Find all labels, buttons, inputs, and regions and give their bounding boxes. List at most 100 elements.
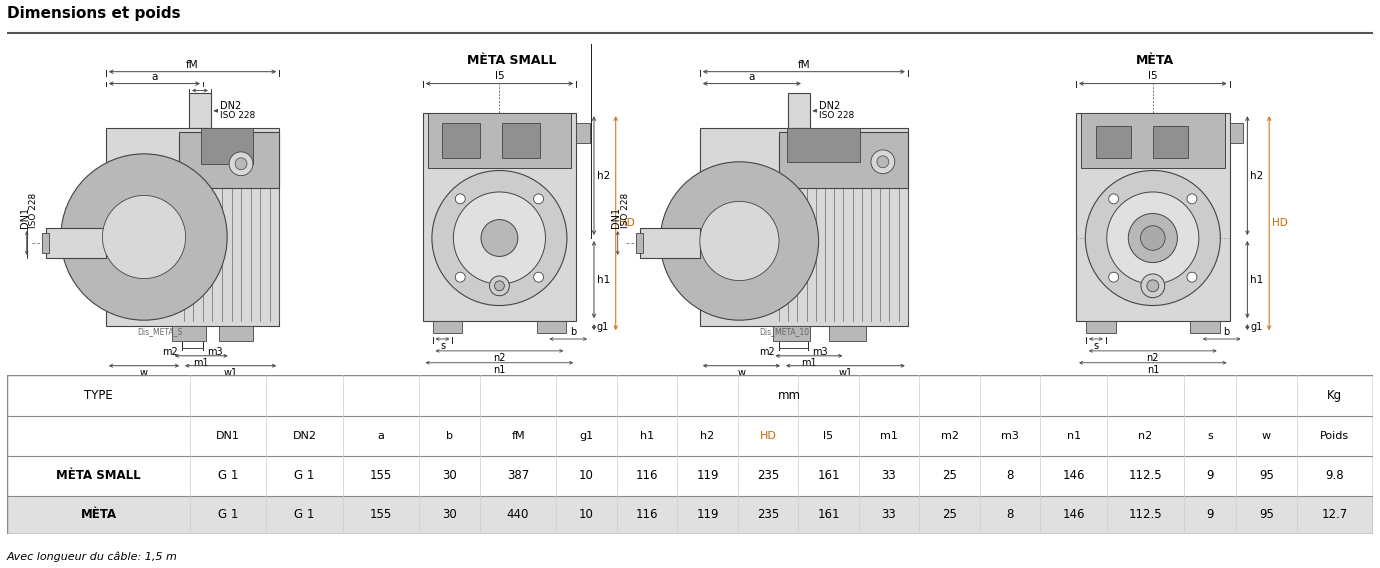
Text: m1: m1: [193, 358, 208, 368]
Text: 155: 155: [370, 469, 392, 482]
Bar: [502, 123, 540, 158]
Text: MÈTA: MÈTA: [80, 508, 116, 521]
Bar: [575, 123, 591, 143]
Text: fM: fM: [798, 60, 810, 70]
Text: DN2: DN2: [293, 431, 316, 441]
Circle shape: [1187, 194, 1196, 204]
Text: MÈTA SMALL: MÈTA SMALL: [57, 469, 141, 482]
Bar: [422, 113, 575, 321]
Text: 30: 30: [442, 469, 457, 482]
Bar: [41, 233, 50, 253]
Text: DN1: DN1: [611, 207, 621, 228]
Bar: [106, 128, 279, 326]
Circle shape: [1107, 192, 1199, 284]
Circle shape: [102, 195, 185, 278]
Text: 25: 25: [943, 469, 956, 482]
Bar: [787, 128, 860, 162]
Circle shape: [229, 152, 253, 176]
Text: m1: m1: [802, 358, 817, 368]
Text: fM: fM: [511, 431, 524, 441]
Text: n2: n2: [1138, 431, 1152, 441]
Text: m2: m2: [941, 431, 959, 441]
Circle shape: [1108, 272, 1119, 282]
Text: g1: g1: [580, 431, 593, 441]
Bar: [1096, 126, 1130, 158]
Circle shape: [660, 162, 818, 320]
Text: G 1: G 1: [294, 508, 315, 521]
Text: b: b: [570, 327, 577, 337]
Text: mm: mm: [778, 389, 800, 402]
Text: a: a: [749, 72, 755, 82]
Text: g1: g1: [1250, 322, 1263, 332]
Circle shape: [432, 170, 567, 306]
Text: 119: 119: [697, 469, 719, 482]
Text: 9.8: 9.8: [1326, 469, 1344, 482]
Bar: [189, 94, 211, 128]
Text: 155: 155: [370, 508, 392, 521]
Text: 95: 95: [1259, 508, 1274, 521]
Text: 8: 8: [1006, 508, 1014, 521]
Text: DN2: DN2: [818, 101, 840, 111]
Text: MÈTA: MÈTA: [1136, 54, 1174, 67]
Text: 33: 33: [882, 508, 897, 521]
Text: 146: 146: [1063, 508, 1085, 521]
Text: w: w: [1261, 431, 1271, 441]
Bar: [7, 416, 1373, 456]
Text: G 1: G 1: [294, 469, 315, 482]
Circle shape: [482, 220, 518, 256]
Text: ISO 228: ISO 228: [219, 111, 255, 120]
Text: w: w: [139, 367, 148, 378]
Bar: [7, 456, 1373, 496]
Circle shape: [455, 194, 465, 204]
Text: Dis_META_S: Dis_META_S: [138, 327, 184, 336]
Text: Dis_META_10: Dis_META_10: [759, 327, 809, 336]
Text: 116: 116: [636, 508, 658, 521]
Text: n2: n2: [1147, 353, 1159, 363]
Circle shape: [490, 276, 509, 296]
Bar: [7, 496, 1373, 534]
Text: 112.5: 112.5: [1129, 508, 1162, 521]
Circle shape: [454, 192, 545, 284]
Text: 387: 387: [506, 469, 529, 482]
Bar: [171, 326, 207, 341]
Circle shape: [235, 158, 247, 170]
Circle shape: [700, 202, 778, 281]
Text: Poids: Poids: [1321, 431, 1350, 441]
Text: 161: 161: [817, 469, 840, 482]
Text: s: s: [1208, 431, 1213, 441]
Text: 8: 8: [1006, 469, 1014, 482]
Bar: [1190, 321, 1220, 333]
Text: 161: 161: [817, 508, 840, 521]
Text: 235: 235: [756, 469, 780, 482]
Text: DN1: DN1: [19, 207, 30, 228]
Text: w1: w1: [224, 367, 237, 378]
Text: m3: m3: [811, 347, 828, 357]
Text: n1: n1: [1067, 431, 1081, 441]
Circle shape: [61, 154, 228, 320]
Text: HD: HD: [1272, 218, 1288, 228]
Circle shape: [1187, 272, 1196, 282]
Text: b: b: [1224, 327, 1230, 337]
Text: g1: g1: [598, 322, 609, 332]
Bar: [7, 375, 1373, 416]
Text: 235: 235: [756, 508, 780, 521]
Bar: [636, 233, 643, 253]
Text: fM: fM: [186, 60, 199, 70]
Text: n1: n1: [493, 365, 505, 375]
Text: 112.5: 112.5: [1129, 469, 1162, 482]
Text: HD: HD: [759, 431, 777, 441]
Text: 25: 25: [943, 508, 956, 521]
Bar: [1076, 113, 1230, 321]
Text: 146: 146: [1063, 469, 1085, 482]
Text: a: a: [378, 431, 385, 441]
Text: h1: h1: [1250, 274, 1264, 285]
Text: w: w: [737, 367, 745, 378]
Bar: [640, 228, 700, 258]
Bar: [1230, 123, 1243, 143]
Circle shape: [1140, 225, 1165, 250]
Circle shape: [876, 156, 889, 168]
Text: a: a: [152, 72, 157, 82]
Bar: [1081, 113, 1224, 168]
Bar: [428, 113, 571, 168]
Text: m3: m3: [1000, 431, 1018, 441]
